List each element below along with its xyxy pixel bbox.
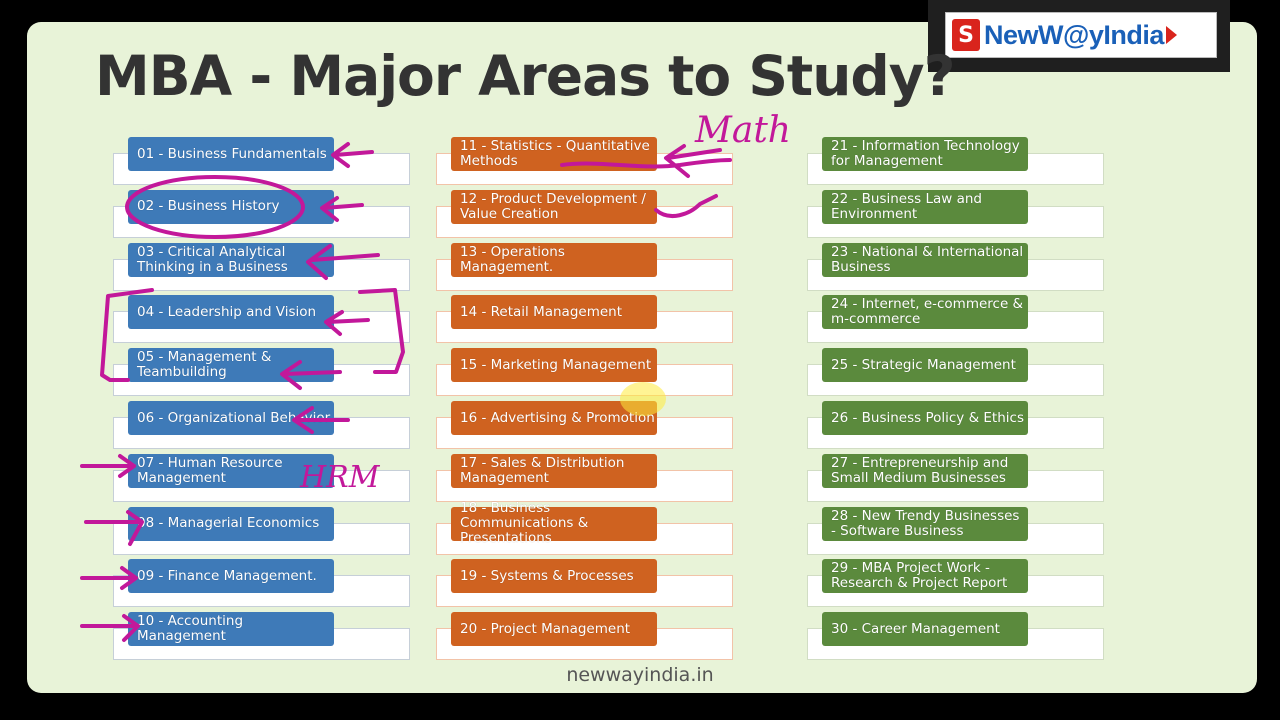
topic-label: 25 - Strategic Management <box>822 348 1028 383</box>
topic-label: 28 - New Trendy Businesses - Software Bu… <box>822 506 1028 541</box>
topic-label: 12 - Product Development / Value Creatio… <box>451 189 657 224</box>
topic-label: 11 - Statistics - Quantitative Methods <box>451 137 657 171</box>
topic-label: 23 - National & International Business <box>822 242 1028 277</box>
topic-label: 17 - Sales & Distribution Management <box>451 453 657 488</box>
math-annotation: Math <box>694 110 791 151</box>
topic-label: 08 - Managerial Economics <box>128 506 334 541</box>
cursor-highlight <box>620 382 666 416</box>
topic-label: 22 - Business Law and Environment <box>822 189 1028 224</box>
topic-label: 13 - Operations Management. <box>451 242 657 277</box>
topic-label: 10 - Accounting Management <box>128 612 334 647</box>
topic-label: 14 - Retail Management <box>451 295 657 330</box>
logo-text: NewW@yIndia <box>984 19 1164 50</box>
topic-label: 26 - Business Policy & Ethics <box>822 401 1028 435</box>
topic-label: 16 - Advertising & Promotion <box>451 401 657 435</box>
topic-label: 21 - Information Technology for Manageme… <box>822 137 1028 171</box>
logo-mark-icon: S <box>952 19 980 51</box>
topic-label: 07 - Human Resource Management <box>128 453 334 488</box>
topic-label: 19 - Systems & Processes <box>451 559 657 594</box>
topic-label: 24 - Internet, e-commerce & m-commerce <box>822 295 1028 330</box>
topic-label: 05 - Management & Teambuilding <box>128 348 334 383</box>
footer-url: newwayindia.in <box>566 664 714 686</box>
play-arrow-icon <box>1165 26 1177 44</box>
topic-label: 01 - Business Fundamentals <box>128 137 334 171</box>
topic-label: 29 - MBA Project Work - Research & Proje… <box>822 559 1028 594</box>
slide-title: MBA - Major Areas to Study? <box>95 44 955 108</box>
topic-label: 09 - Finance Management. <box>128 559 334 594</box>
topic-label: 30 - Career Management <box>822 612 1028 647</box>
topic-label: 04 - Leadership and Vision <box>128 295 334 330</box>
brand-logo: S NewW@yIndia <box>945 12 1217 58</box>
topic-label: 15 - Marketing Management <box>451 348 657 383</box>
topic-label: 27 - Entrepreneurship and Small Medium B… <box>822 453 1028 488</box>
hrm-annotation: HRM <box>299 460 381 495</box>
topic-label: 03 - Critical Analytical Thinking in a B… <box>128 242 334 277</box>
topic-label: 20 - Project Management <box>451 612 657 647</box>
